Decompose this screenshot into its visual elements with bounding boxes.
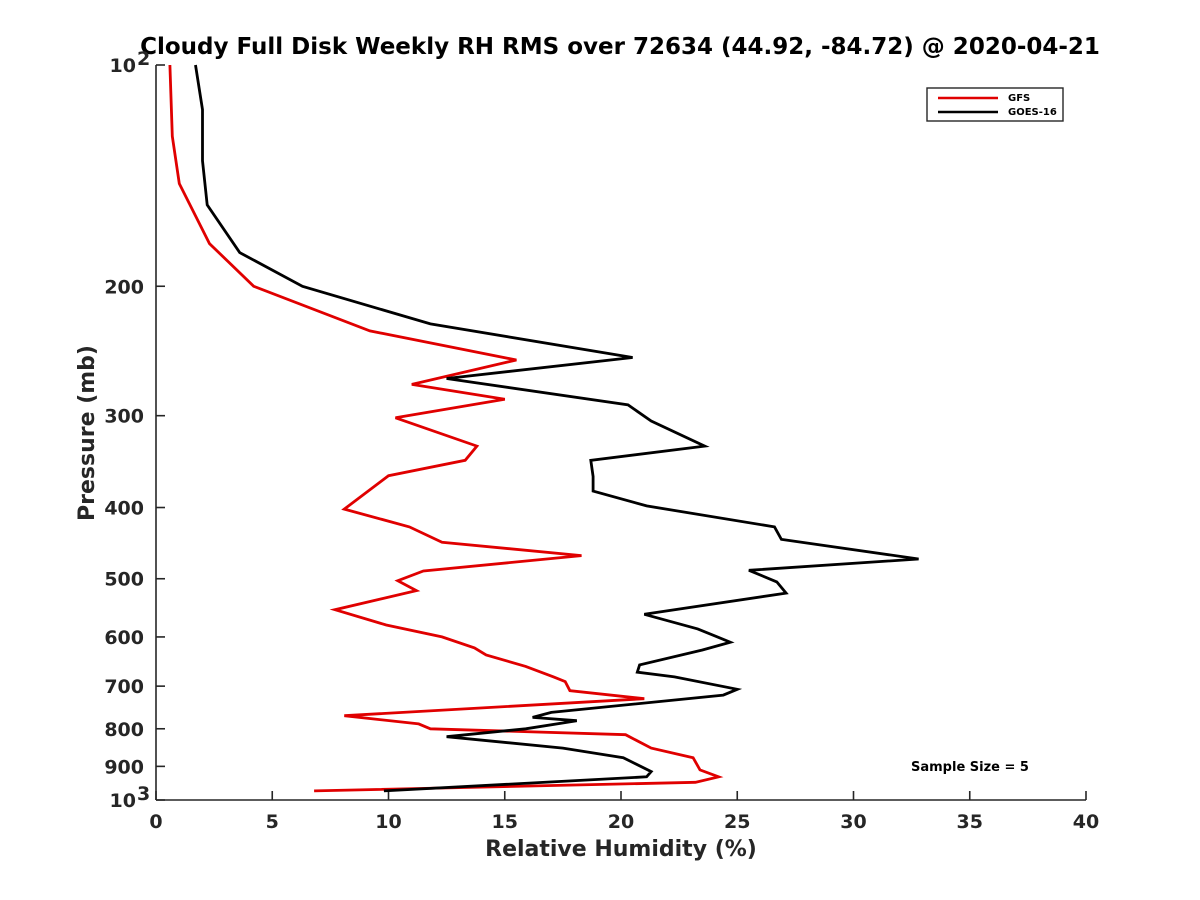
x-tick-label: 20 <box>608 811 634 833</box>
y-tick-label: 10 <box>110 790 136 812</box>
x-tick-label: 25 <box>724 811 750 833</box>
y-tick-exponent: 2 <box>137 48 150 70</box>
x-tick-label: 35 <box>957 811 983 833</box>
legend-box <box>926 87 1064 122</box>
x-tick-label: 5 <box>266 811 279 833</box>
series-line-goes16 <box>194 64 919 793</box>
x-tick-label: 30 <box>840 811 866 833</box>
y-axis-label: Pressure (mb) <box>75 345 100 521</box>
y-tick-label: 900 <box>104 756 144 778</box>
y-tick-label: 200 <box>104 276 144 298</box>
y-tick-label: 400 <box>104 498 144 520</box>
series-line-gfs <box>168 64 724 793</box>
y-tick-label: 500 <box>104 569 144 591</box>
x-tick-label: 0 <box>149 811 162 833</box>
y-tick-label: 600 <box>104 627 144 649</box>
y-tick-label: 800 <box>104 719 144 741</box>
x-tick-label: 15 <box>492 811 518 833</box>
y-tick-exponent: 3 <box>137 783 150 805</box>
sample-size-annotation: Sample Size = 5 <box>911 760 1029 775</box>
y-tick-label: 700 <box>104 676 144 698</box>
chart-title: Cloudy Full Disk Weekly RH RMS over 7263… <box>140 34 1100 60</box>
series-layer <box>168 64 919 793</box>
x-tick-label: 10 <box>375 811 401 833</box>
y-tick-label: 10 <box>110 55 136 77</box>
plot-area <box>155 65 1086 801</box>
x-axis-label: Relative Humidity (%) <box>485 837 757 862</box>
x-tick-label: 40 <box>1073 811 1099 833</box>
x-axis-ticks: 0 5 10 15 20 25 30 35 40 <box>149 791 1099 833</box>
y-tick-label: 300 <box>104 406 144 428</box>
legend: GFS GOES-16 <box>926 87 1064 122</box>
legend-label-gfs: GFS <box>1008 93 1030 104</box>
legend-label-goes16: GOES-16 <box>1008 107 1057 118</box>
